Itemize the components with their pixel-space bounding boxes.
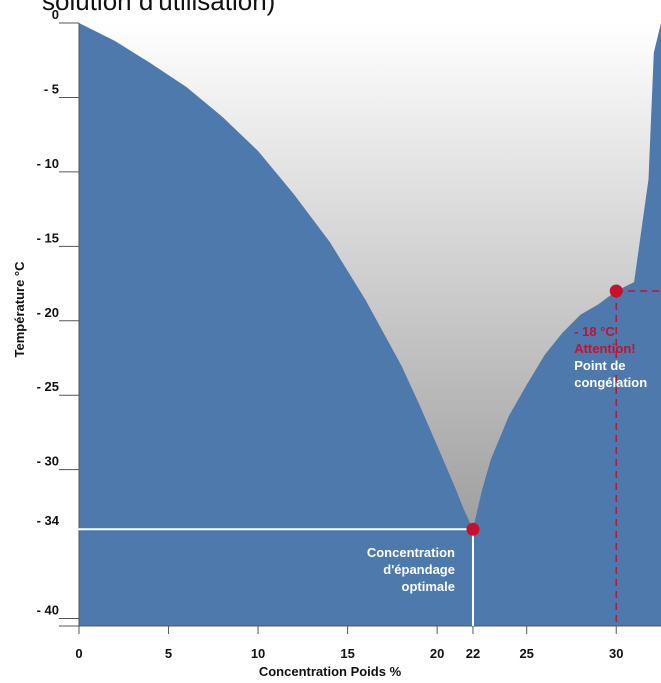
y-tick-label: 0 — [52, 7, 59, 22]
x-tick-label: 15 — [340, 646, 354, 661]
freezing-warning-line: - 18 °C — [574, 324, 615, 339]
optimal-label-line: Concentration — [367, 545, 455, 560]
frozen-region — [79, 23, 661, 626]
x-tick-label: 30 — [609, 646, 623, 661]
y-tick-label: - 25 — [37, 379, 59, 394]
y-axis-label: Température °C — [12, 261, 27, 358]
x-tick-label: 25 — [519, 646, 533, 661]
freezing-warning-line: Attention! — [574, 341, 635, 356]
x-tick-label: 0 — [75, 646, 82, 661]
optimal-label-line: optimale — [402, 579, 455, 594]
x-tick-label: 5 — [165, 646, 172, 661]
page-title-fragment: solution d'utilisation) — [42, 0, 276, 16]
freezing-point — [609, 284, 623, 298]
optimal-label-line: d'épandage — [383, 562, 455, 577]
plot-area — [79, 23, 661, 626]
y-tick-label: - 5 — [44, 81, 59, 96]
y-tick-label: - 10 — [37, 156, 59, 171]
axes: 0 - 5 - 10 - 15 - 20 - 25 - 30 - 34 - 40 0 5 10 15 20… — [12, 7, 661, 679]
optimal-point — [466, 522, 480, 536]
x-tick-label: 22 — [466, 646, 480, 661]
y-tick-label: - 40 — [37, 603, 59, 618]
x-tick-label: 20 — [430, 646, 444, 661]
y-tick-label: - 15 — [37, 230, 59, 245]
x-axis-label: Concentration Poids % — [259, 664, 402, 679]
y-tick-label: - 20 — [37, 305, 59, 320]
y-tick-label: - 34 — [37, 513, 60, 528]
annotations: Concentration d'épandage optimale - 18 °C At… — [59, 284, 661, 626]
x-tick-label: 10 — [251, 646, 265, 661]
y-tick-label: - 30 — [37, 454, 59, 469]
freezing-label-line: Point de — [574, 358, 625, 373]
freezing-label-line: congélation — [574, 375, 647, 390]
